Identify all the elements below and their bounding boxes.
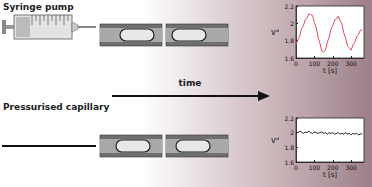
svg-text:time: time xyxy=(179,78,202,88)
svg-text:2.2: 2.2 xyxy=(284,3,294,10)
svg-text:2: 2 xyxy=(290,129,294,136)
svg-text:1.8: 1.8 xyxy=(284,144,294,151)
svg-text:Pressurised capillary: Pressurised capillary xyxy=(3,102,109,112)
svg-text:vᵈ: vᵈ xyxy=(271,28,279,37)
svg-text:100: 100 xyxy=(309,164,321,171)
svg-text:0: 0 xyxy=(294,60,298,67)
svg-text:2.2: 2.2 xyxy=(284,115,294,122)
svg-text:100: 100 xyxy=(309,60,321,67)
svg-text:vᵈ: vᵈ xyxy=(271,136,279,145)
svg-text:Syringe pump: Syringe pump xyxy=(3,2,74,12)
svg-text:2: 2 xyxy=(290,20,294,27)
svg-text:200: 200 xyxy=(327,164,339,171)
svg-text:0: 0 xyxy=(294,164,298,171)
svg-text:t [s]: t [s] xyxy=(323,67,337,75)
svg-text:300: 300 xyxy=(345,164,357,171)
svg-text:1.8: 1.8 xyxy=(284,37,294,44)
svg-text:200: 200 xyxy=(327,60,339,67)
svg-text:1.6: 1.6 xyxy=(284,55,294,62)
svg-text:300: 300 xyxy=(345,60,357,67)
svg-text:t [s]: t [s] xyxy=(323,171,337,179)
svg-text:1.6: 1.6 xyxy=(284,159,294,166)
